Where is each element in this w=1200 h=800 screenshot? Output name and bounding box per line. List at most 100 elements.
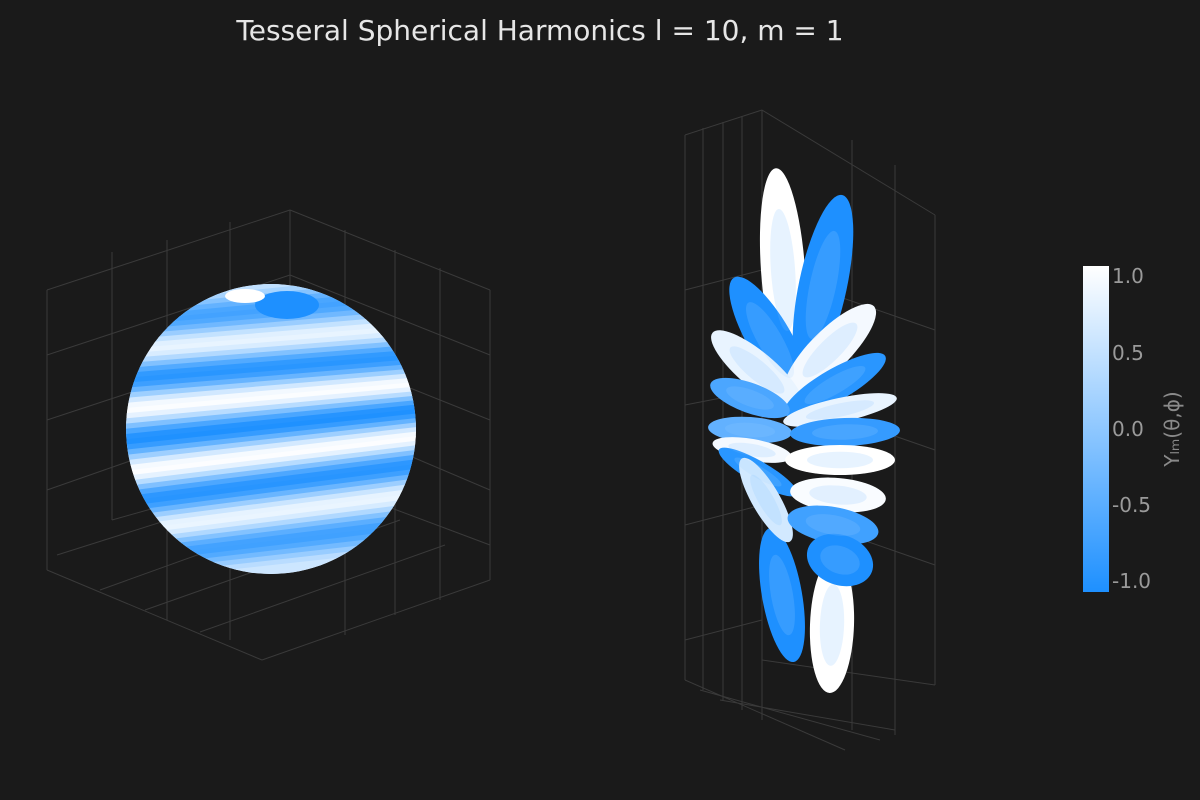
grid-line	[46, 569, 263, 661]
sphere-band	[126, 368, 412, 399]
harmonic-lobe	[785, 445, 895, 475]
sphere-band	[128, 426, 416, 466]
harmonic-lobe	[790, 417, 900, 447]
sphere-band	[126, 386, 414, 420]
sphere-band	[126, 377, 413, 409]
harmonic-lobe-shade	[804, 366, 866, 404]
harmonic-lobe-shade	[819, 584, 845, 666]
harmonic-lobe-shade	[805, 514, 861, 536]
harmonic-lobe-shade	[726, 386, 774, 410]
sphere-band	[126, 345, 411, 375]
harmonic-lobe	[710, 377, 790, 419]
sphere-band	[138, 501, 416, 545]
radial-lobes[interactable]	[701, 167, 900, 694]
sphere-band	[126, 300, 406, 333]
harmonic-lobe	[783, 393, 897, 427]
grid-line	[289, 209, 491, 291]
sphere-band	[126, 340, 410, 370]
sphere-band	[137, 487, 416, 531]
grid-line	[699, 689, 881, 741]
sphere-band	[126, 364, 412, 394]
colorbar-tick-label: -1.0	[1112, 569, 1152, 593]
harmonic-lobe	[711, 330, 803, 410]
grid-line	[684, 679, 846, 751]
harmonic-lobe-shade	[802, 322, 858, 378]
sphere-band	[126, 359, 412, 389]
chart-title: Tesseral Spherical Harmonics l = 10, m =…	[236, 14, 844, 47]
harmonic-lobe	[806, 533, 874, 587]
sphere-band	[129, 431, 416, 471]
harmonic-lobe-shade	[809, 485, 867, 505]
sphere-band	[126, 354, 411, 384]
sphere-band	[136, 482, 416, 526]
sphere-band	[126, 349, 411, 380]
sphere-band	[133, 458, 416, 502]
grid-line	[684, 269, 763, 291]
harmonic-lobe	[784, 352, 886, 418]
harmonic-lobe	[790, 477, 886, 513]
harmonic-lobe	[783, 303, 877, 397]
sphere-band	[138, 496, 416, 540]
sphere-band	[135, 472, 416, 516]
sphere-band	[131, 449, 416, 492]
grid-line	[761, 109, 936, 216]
sphere-band	[126, 382, 413, 415]
harmonic-lobe-shade	[728, 442, 776, 458]
sphere-band	[126, 330, 409, 360]
sphere-band	[140, 516, 416, 558]
sphere-band	[134, 467, 416, 511]
harmonic-lobe	[809, 557, 855, 693]
harmonic-lobe	[792, 194, 854, 376]
harmonic-lobe	[739, 457, 793, 543]
harmonic-lobe-shade	[745, 302, 795, 378]
sphere-band	[131, 444, 416, 487]
grid-line	[199, 544, 446, 633]
sphere-band	[139, 506, 416, 549]
sphere-band	[126, 335, 410, 365]
sphere-cap-spot	[225, 289, 265, 303]
sphere-band	[126, 395, 415, 430]
sphere-band	[132, 454, 416, 497]
sphere-band	[126, 320, 408, 351]
sphere-cap-spot	[255, 291, 319, 319]
colorbar	[1083, 266, 1109, 592]
sphere-surface[interactable]	[112, 270, 431, 590]
sphere-band	[126, 373, 413, 404]
harmonic-lobe-shade	[729, 346, 785, 394]
colorbar-tick-label: -0.5	[1112, 493, 1152, 517]
grid-line	[684, 109, 763, 136]
sphere-band	[139, 511, 416, 554]
sphere-band	[129, 435, 416, 476]
sphere-band	[126, 404, 415, 440]
sphere-band	[127, 422, 416, 461]
harmonic-lobe-shade	[805, 230, 841, 340]
harmonic-lobe-shade	[805, 400, 875, 420]
sphere-band	[133, 463, 416, 506]
sphere-band	[126, 315, 408, 346]
sphere-band	[137, 491, 416, 535]
sphere-band	[126, 391, 414, 425]
colorbar-tick-label: 1.0	[1112, 264, 1144, 288]
sphere-band	[140, 527, 416, 568]
harmonic-lobe-shade	[734, 457, 782, 487]
grid-line	[46, 209, 291, 291]
colorbar-tick-label: 0.0	[1112, 417, 1144, 441]
sphere-band	[126, 305, 407, 337]
harmonic-lobe	[759, 527, 805, 663]
sphere-band	[126, 400, 415, 435]
harmonic-lobe	[708, 416, 792, 444]
grid-line	[261, 579, 491, 661]
harmonic-lobe-shade	[820, 545, 860, 575]
sphere-band	[140, 521, 416, 563]
colorbar-tick-label: 0.5	[1112, 341, 1144, 365]
harmonic-lobe-shade	[807, 451, 873, 469]
sphere-band	[140, 532, 416, 572]
sphere-band	[127, 418, 416, 456]
grid-line	[761, 659, 936, 686]
sphere-band	[126, 413, 416, 451]
harmonic-lobe	[787, 505, 879, 545]
harmonic-lobe-shade	[770, 208, 796, 332]
sphere-band	[135, 477, 416, 521]
sphere-band	[126, 325, 409, 356]
